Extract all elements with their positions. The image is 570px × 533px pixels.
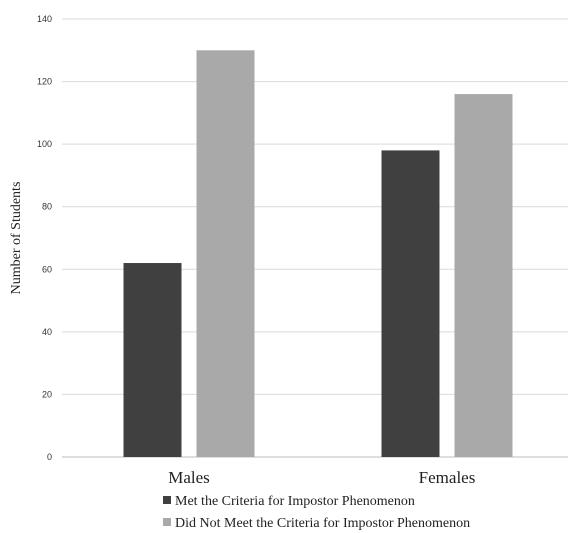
category-label-males: Males [168,468,210,487]
legend: Met the Criteria for Impostor Phenomenon… [163,494,470,531]
y-tick-label: 140 [37,14,52,24]
y-tick-label: 20 [42,389,52,399]
bar-males-series-2 [196,50,255,458]
legend-label-1: Met the Criteria for Impostor Phenomenon [175,494,415,509]
y-tick-label: 80 [42,202,52,212]
bars [123,50,513,458]
bar-females-series-2 [454,94,513,457]
category-label-females: Females [419,468,476,487]
category-labels: Males Females [168,468,475,487]
y-axis-ticks: 0 20 40 60 80 100 120 140 [37,14,52,462]
legend-swatch-1 [163,496,171,504]
legend-swatch-2 [163,518,171,526]
bar-males-series-1 [123,263,182,457]
y-tick-label: 120 [37,77,52,87]
legend-label-2: Did Not Meet the Criteria for Impostor P… [175,516,470,531]
y-tick-label: 100 [37,139,52,149]
y-tick-label: 40 [42,327,52,337]
bar-females-series-1 [381,150,440,457]
y-tick-label: 0 [47,452,52,462]
y-tick-label: 60 [42,264,52,274]
y-axis-title: Number of Students [9,182,24,295]
